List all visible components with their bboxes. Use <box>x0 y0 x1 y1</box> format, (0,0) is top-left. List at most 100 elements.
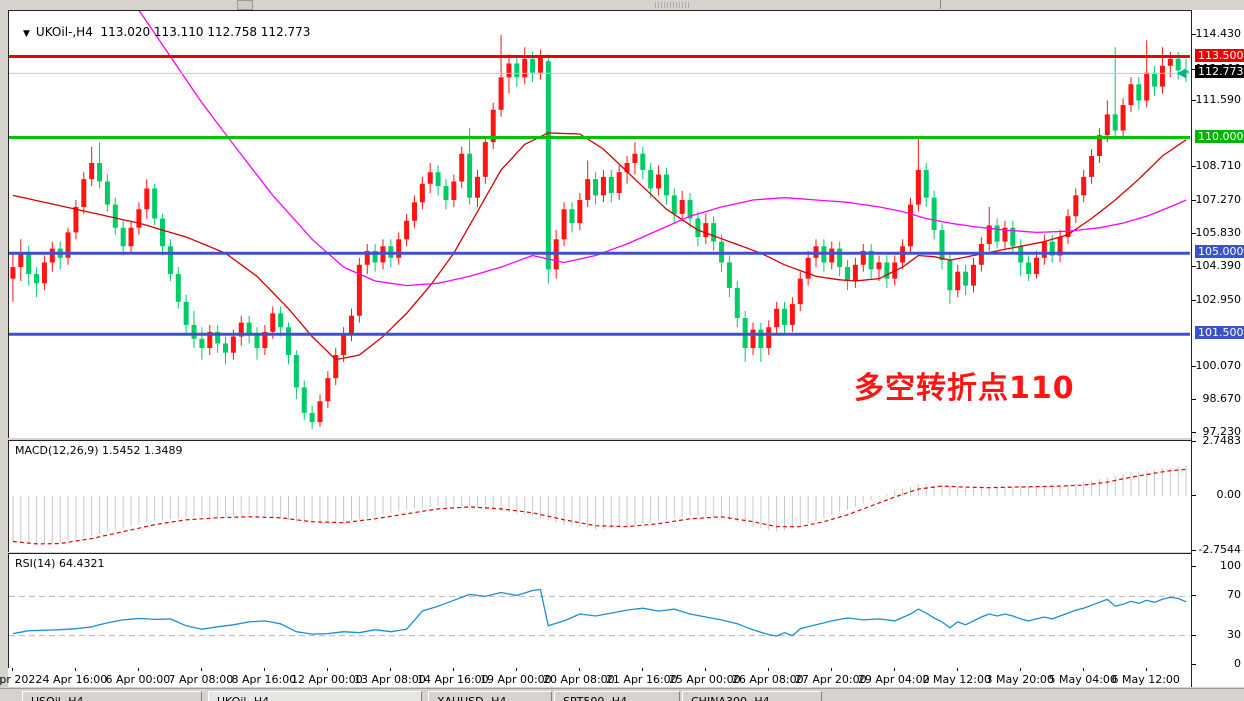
toolbar-remnant <box>0 0 1244 10</box>
price-axis-label: 108.710 <box>1195 159 1242 173</box>
axis-tick <box>1192 199 1196 201</box>
axis-tick <box>1192 33 1196 35</box>
symbol-title-overlay: ▼ UKOil-,H4 113.020 113.110 112.758 112.7… <box>23 25 310 39</box>
axis-tick <box>1192 398 1196 400</box>
ma-fast-line <box>12 132 1187 361</box>
price-chart-canvas[interactable] <box>9 11 1190 437</box>
pane-splitter[interactable] <box>8 552 1191 553</box>
axis-tick <box>1192 634 1196 636</box>
price-chart-pane[interactable]: ▼ UKOil-,H4 113.020 113.110 112.758 112.7… <box>8 10 1193 440</box>
time-axis-label: 8 Apr 16:00 <box>231 673 297 686</box>
chart-tab-usoil-h4[interactable]: USOil-,H4 <box>22 691 202 701</box>
time-axis-label: 7 Apr 08:00 <box>168 673 234 686</box>
macd-canvas[interactable] <box>9 441 1190 551</box>
axis-tick <box>1192 495 1196 496</box>
time-axis-tick <box>767 668 769 671</box>
chart-tab-xauusd-h4[interactable]: XAUUSD-,H4 <box>428 691 552 701</box>
time-axis-label: 14 Apr 16:00 <box>416 673 489 686</box>
macd-signal-line <box>12 468 1187 545</box>
time-axis-tick <box>200 668 202 671</box>
macd-pane[interactable]: MACD(12,26,9) 1.5452 1.3489 <box>8 440 1193 554</box>
price-axis-label: 107.270 <box>1195 192 1242 206</box>
price-badge: 110.000 <box>1195 129 1244 143</box>
rsi-line <box>12 588 1187 637</box>
time-axis-label: 5 May 04:00 <box>1048 673 1117 686</box>
time-axis-tick <box>641 668 643 671</box>
time-axis-tick <box>830 668 832 671</box>
symbol-label: UKOil-,H4 <box>35 25 93 39</box>
time-axis-label: 27 Apr 20:00 <box>794 673 867 686</box>
time-axis-label: 3 May 20:00 <box>985 673 1054 686</box>
axis-tick <box>1192 299 1196 301</box>
toolbar-dots <box>655 2 689 8</box>
time-axis-tick <box>74 668 76 671</box>
symbol-dropdown-icon[interactable]: ▼ <box>23 29 30 39</box>
toolbar-separator <box>940 0 941 9</box>
price-axis-label: 114.430 <box>1195 26 1242 40</box>
time-axis-tick <box>389 668 391 671</box>
price-arrow-icon <box>1177 68 1186 79</box>
time-axis-label: 13 Apr 08:00 <box>353 673 426 686</box>
time-axis-tick <box>11 668 13 671</box>
time-axis-label: 6 Apr 00:00 <box>105 673 171 686</box>
value-axis[interactable]: 114.430112.900111.590108.710107.270105.8… <box>1191 10 1244 687</box>
time-axis-label: 6 May 12:00 <box>1111 673 1180 686</box>
rsi-pane[interactable]: RSI(14) 64.4321 <box>8 553 1193 669</box>
axis-tick <box>1192 549 1196 551</box>
axis-tick <box>1192 99 1196 101</box>
price-axis-label: 97.230 <box>1202 425 1242 438</box>
ohlc-values: 113.020 113.110 112.758 112.773 <box>100 25 311 39</box>
time-axis-label: 19 Apr 00:00 <box>479 673 552 686</box>
time-axis-tick <box>893 668 895 671</box>
time-axis-label: 4 Apr 16:00 <box>42 673 108 686</box>
macd-axis-label: 0.00 <box>1216 488 1242 501</box>
price-axis-label: 111.590 <box>1195 92 1242 106</box>
time-axis-label: 21 Apr 16:00 <box>605 673 678 686</box>
time-axis-tick <box>263 668 265 671</box>
price-badge: 112.773 <box>1195 65 1244 79</box>
chart-text-annotation[interactable]: 多空转折点110 <box>854 371 1075 406</box>
time-axis-tick <box>1082 668 1084 671</box>
macd-label: MACD(12,26,9) 1.5452 1.3489 <box>15 444 183 457</box>
axis-tick <box>1192 366 1196 368</box>
chart-tab-china300-h4[interactable]: CHINA300-,H4 <box>682 691 822 701</box>
axis-tick <box>1192 440 1196 442</box>
axis-tick <box>1192 69 1196 71</box>
time-axis-label: 1 Apr 2022 <box>0 673 43 686</box>
time-axis-tick <box>515 668 517 671</box>
toolbar-button-fragment[interactable] <box>237 0 253 10</box>
time-axis-tick <box>1019 668 1021 671</box>
price-axis-label: 105.830 <box>1195 226 1242 239</box>
rsi-canvas[interactable] <box>9 554 1190 666</box>
price-axis-label: 98.670 <box>1202 391 1242 405</box>
axis-tick <box>1192 166 1196 168</box>
time-axis-tick <box>1145 668 1147 671</box>
time-axis-tick <box>326 668 328 671</box>
time-axis-label: 12 Apr 00:00 <box>290 673 363 686</box>
time-axis-tick <box>704 668 706 671</box>
axis-tick <box>1192 566 1196 567</box>
macd-histogram <box>12 465 1187 545</box>
price-axis-label: 102.950 <box>1195 292 1242 306</box>
axis-tick <box>1192 432 1196 433</box>
price-badge: 105.000 <box>1195 245 1244 259</box>
time-axis-tick <box>452 668 454 671</box>
axis-tick <box>1192 233 1196 234</box>
chart-tab-ukoil-h4[interactable]: UKOil-,H4 <box>208 691 422 701</box>
time-axis-label: 25 Apr 00:00 <box>668 673 741 686</box>
time-axis-tick <box>956 668 958 671</box>
ma-slow-line <box>138 11 1187 287</box>
rsi-label: RSI(14) 64.4321 <box>15 557 105 570</box>
price-badge: 113.500 <box>1195 48 1244 62</box>
rsi-axis-label: 70 <box>1227 588 1241 602</box>
macd-axis-label: -2.7544 <box>1198 542 1241 556</box>
pane-splitter[interactable] <box>8 438 1191 440</box>
axis-tick <box>1192 595 1196 597</box>
axis-tick <box>1192 664 1196 665</box>
axis-tick <box>1192 266 1196 268</box>
chart-tab-spt500-h4[interactable]: SPT500-,H4 <box>554 691 680 701</box>
time-axis-tick <box>578 668 580 671</box>
price-axis-label: 104.390 <box>1195 259 1242 273</box>
price-axis-label: 100.070 <box>1195 359 1242 373</box>
